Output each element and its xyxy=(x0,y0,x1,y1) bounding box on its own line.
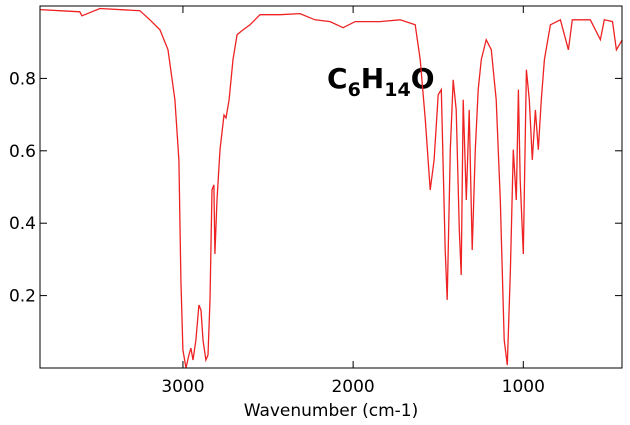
y-tick-label: 0.4 xyxy=(9,214,36,234)
x-axis-label: Wavenumber (cm-1) xyxy=(244,401,419,421)
plot-frame xyxy=(39,5,623,369)
formula-part: 6 xyxy=(348,79,361,101)
formula-part: 14 xyxy=(384,79,410,101)
x-tick-label: 1000 xyxy=(502,377,545,397)
x-tick-label: 3000 xyxy=(161,377,204,397)
formula-part: O xyxy=(411,62,435,95)
y-tick-label: 0.6 xyxy=(9,142,36,162)
x-tick-label: 2000 xyxy=(331,377,374,397)
formula-annotation: C6H14O xyxy=(327,62,435,101)
y-tick-label: 0.8 xyxy=(9,69,36,89)
formula-part: C xyxy=(327,62,348,95)
spectrum-line xyxy=(39,7,623,369)
y-tick-label: 0.2 xyxy=(9,287,36,307)
formula-part: H xyxy=(361,62,384,95)
